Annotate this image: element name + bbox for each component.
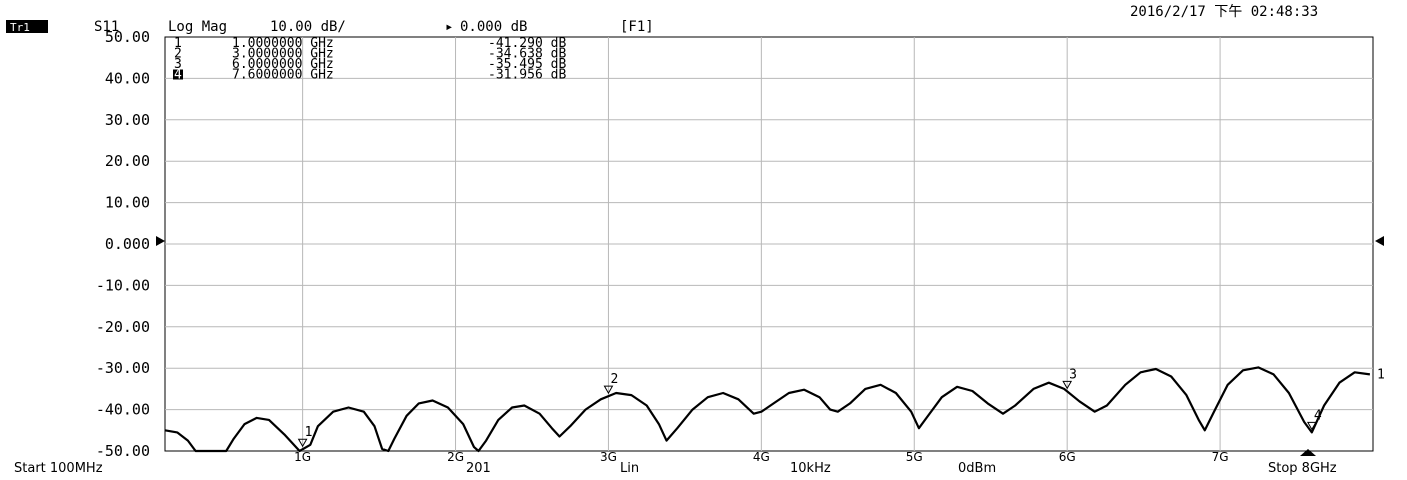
x-tick-label: 3G bbox=[600, 450, 617, 464]
y-tick-label: -30.00 bbox=[96, 359, 150, 377]
footer: Start 100MHz 201 Lin 10kHz 0dBm Stop 8GH… bbox=[14, 461, 1337, 476]
x-tick-label: 1G bbox=[294, 450, 311, 464]
marker-4-icon[interactable] bbox=[1306, 421, 1317, 431]
stop-frequency[interactable]: Stop 8GHz bbox=[1268, 461, 1337, 476]
marker-2-label: 2 bbox=[610, 372, 618, 387]
trace-badge[interactable]: Tr1 bbox=[10, 21, 30, 34]
marker-value: -31.956 dB bbox=[488, 68, 566, 83]
ref-left-arrow-icon bbox=[156, 236, 165, 246]
timestamp: 2016/2/17 下午 02:48:33 bbox=[1130, 4, 1318, 20]
active-marker-indicator-icon bbox=[1300, 449, 1316, 456]
source-power[interactable]: 0dBm bbox=[958, 461, 996, 476]
y-tick-label: -20.00 bbox=[96, 318, 150, 336]
ref-right-arrow-icon bbox=[1375, 236, 1384, 246]
trace-line bbox=[164, 366, 1371, 453]
y-tick-label: 50.00 bbox=[105, 28, 150, 46]
active-marker-edge-label: 1 bbox=[1377, 367, 1385, 382]
marker-value: -35.495 dB bbox=[488, 57, 566, 72]
marker-4-label: 4 bbox=[1314, 408, 1322, 423]
marker-3-label: 3 bbox=[1069, 367, 1077, 382]
x-axis-labels: 1G 2G 3G 4G 5G 6G 7G bbox=[294, 450, 1228, 464]
y-tick-label: -10.00 bbox=[96, 276, 150, 294]
y-tick-label: 30.00 bbox=[105, 111, 150, 129]
marker-2-icon[interactable] bbox=[603, 385, 614, 395]
sweep-points[interactable]: 201 bbox=[466, 461, 491, 476]
x-tick-label: 2G bbox=[447, 450, 464, 464]
trace-format[interactable]: Log Mag bbox=[168, 19, 227, 35]
x-tick-label: 4G bbox=[753, 450, 770, 464]
marker-value: -34.638 dB bbox=[488, 47, 566, 62]
marker-value: -41.290 dB bbox=[488, 36, 566, 51]
y-tick-label: -40.00 bbox=[96, 401, 150, 419]
x-tick-label: 7G bbox=[1212, 450, 1229, 464]
trace-ref[interactable]: 0.000 dB bbox=[460, 19, 527, 35]
marker-labels: 1 2 3 4 1 bbox=[297, 367, 1385, 456]
marker-table: 1 1.0000000 GHz -41.290 dB 2 3.0000000 GHz -3… bbox=[173, 36, 566, 83]
trace-scale[interactable]: 10.00 dB/ bbox=[270, 19, 346, 35]
ref-arrow-icon: ▸ bbox=[445, 19, 453, 35]
marker-row[interactable]: 1 1.0000000 GHz -41.290 dB bbox=[174, 36, 566, 51]
if-bandwidth[interactable]: 10kHz bbox=[790, 461, 831, 476]
marker-1-label: 1 bbox=[305, 425, 313, 440]
marker-frequency: 3.0000000 GHz bbox=[232, 47, 334, 62]
y-tick-label: 0.000 bbox=[105, 235, 150, 253]
y-tick-label: 40.00 bbox=[105, 69, 150, 87]
trace-header: Tr1 S11 Log Mag 10.00 dB/ ▸ 0.000 dB [F1… bbox=[6, 19, 654, 35]
marker-row[interactable]: 2 3.0000000 GHz -34.638 dB bbox=[174, 47, 566, 62]
marker-id: 1 bbox=[174, 36, 182, 51]
grid bbox=[165, 37, 1373, 451]
marker-3-icon[interactable] bbox=[1062, 380, 1073, 390]
marker-frequency: 1.0000000 GHz bbox=[232, 36, 334, 51]
x-tick-label: 5G bbox=[906, 450, 923, 464]
marker-row[interactable]: 4 7.6000000 GHz -31.956 dB bbox=[173, 68, 566, 83]
x-tick-label: 6G bbox=[1059, 450, 1076, 464]
trace-param[interactable]: S11 bbox=[94, 19, 119, 35]
marker-frequency: 7.6000000 GHz bbox=[232, 68, 334, 83]
y-axis-labels: 50.00 40.00 30.00 20.00 10.00 0.000 -10.00 -20.… bbox=[96, 28, 150, 460]
sweep-type[interactable]: Lin bbox=[620, 461, 639, 476]
active-marker-highlight bbox=[173, 69, 183, 80]
marker-frequency: 6.0000000 GHz bbox=[232, 57, 334, 72]
marker-1-icon[interactable] bbox=[297, 438, 308, 448]
y-tick-label: 20.00 bbox=[105, 152, 150, 170]
y-tick-label: -50.00 bbox=[96, 442, 150, 460]
marker-id: 4 bbox=[174, 68, 182, 83]
marker-id: 2 bbox=[174, 47, 182, 62]
marker-id: 3 bbox=[174, 57, 182, 72]
trace-badge-bg bbox=[6, 20, 48, 33]
marker-row[interactable]: 3 6.0000000 GHz -35.495 dB bbox=[174, 57, 566, 72]
start-frequency[interactable]: Start 100MHz bbox=[14, 461, 103, 476]
trace-channel: [F1] bbox=[620, 19, 654, 35]
y-tick-label: 10.00 bbox=[105, 194, 150, 212]
